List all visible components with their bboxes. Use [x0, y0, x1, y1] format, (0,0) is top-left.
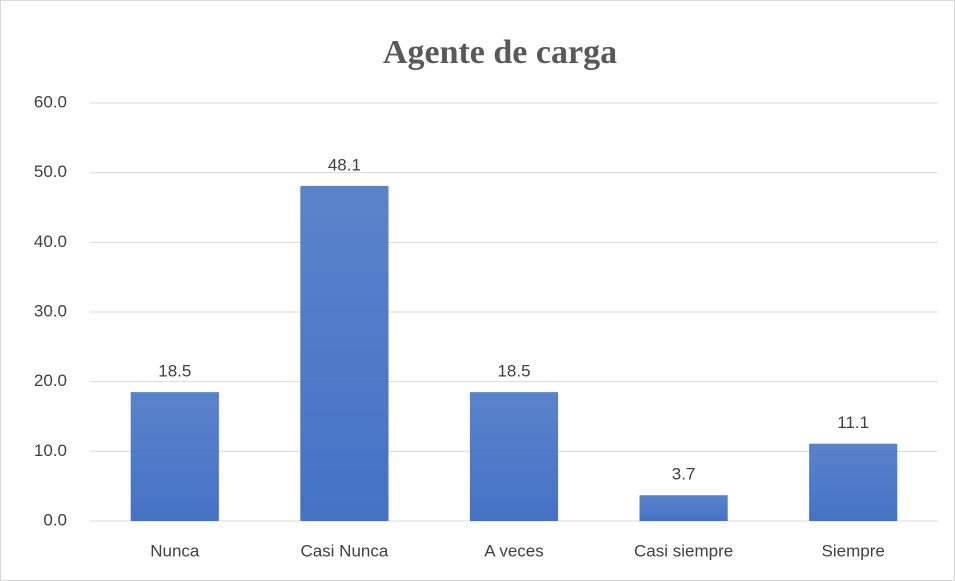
bar: [130, 392, 219, 521]
data-label: 18.5: [158, 362, 191, 381]
data-label: 11.1: [837, 413, 869, 432]
data-label: 48.1: [328, 155, 361, 174]
x-tick-label: A veces: [484, 541, 544, 560]
data-label: 3.7: [672, 465, 696, 484]
x-tick-label: Nunca: [150, 541, 200, 560]
bar: [809, 443, 898, 521]
bar: [639, 495, 728, 521]
bar: [300, 185, 389, 522]
y-tick-label: 30.0: [34, 301, 67, 320]
y-tick-label: 0.0: [43, 510, 67, 529]
x-tick-label: Casi siempre: [634, 541, 733, 560]
x-tick-label: Siempre: [822, 541, 885, 560]
y-tick-label: 40.0: [34, 232, 67, 251]
y-tick-label: 20.0: [34, 371, 67, 390]
chart-title: Agente de carga: [383, 34, 617, 71]
data-label: 18.5: [497, 362, 530, 381]
y-tick-label: 50.0: [34, 162, 67, 181]
y-tick-label: 10.0: [34, 441, 67, 460]
bar: [469, 392, 559, 521]
y-tick-label: 60.0: [34, 92, 67, 111]
x-tick-label: Casi Nunca: [300, 541, 388, 560]
